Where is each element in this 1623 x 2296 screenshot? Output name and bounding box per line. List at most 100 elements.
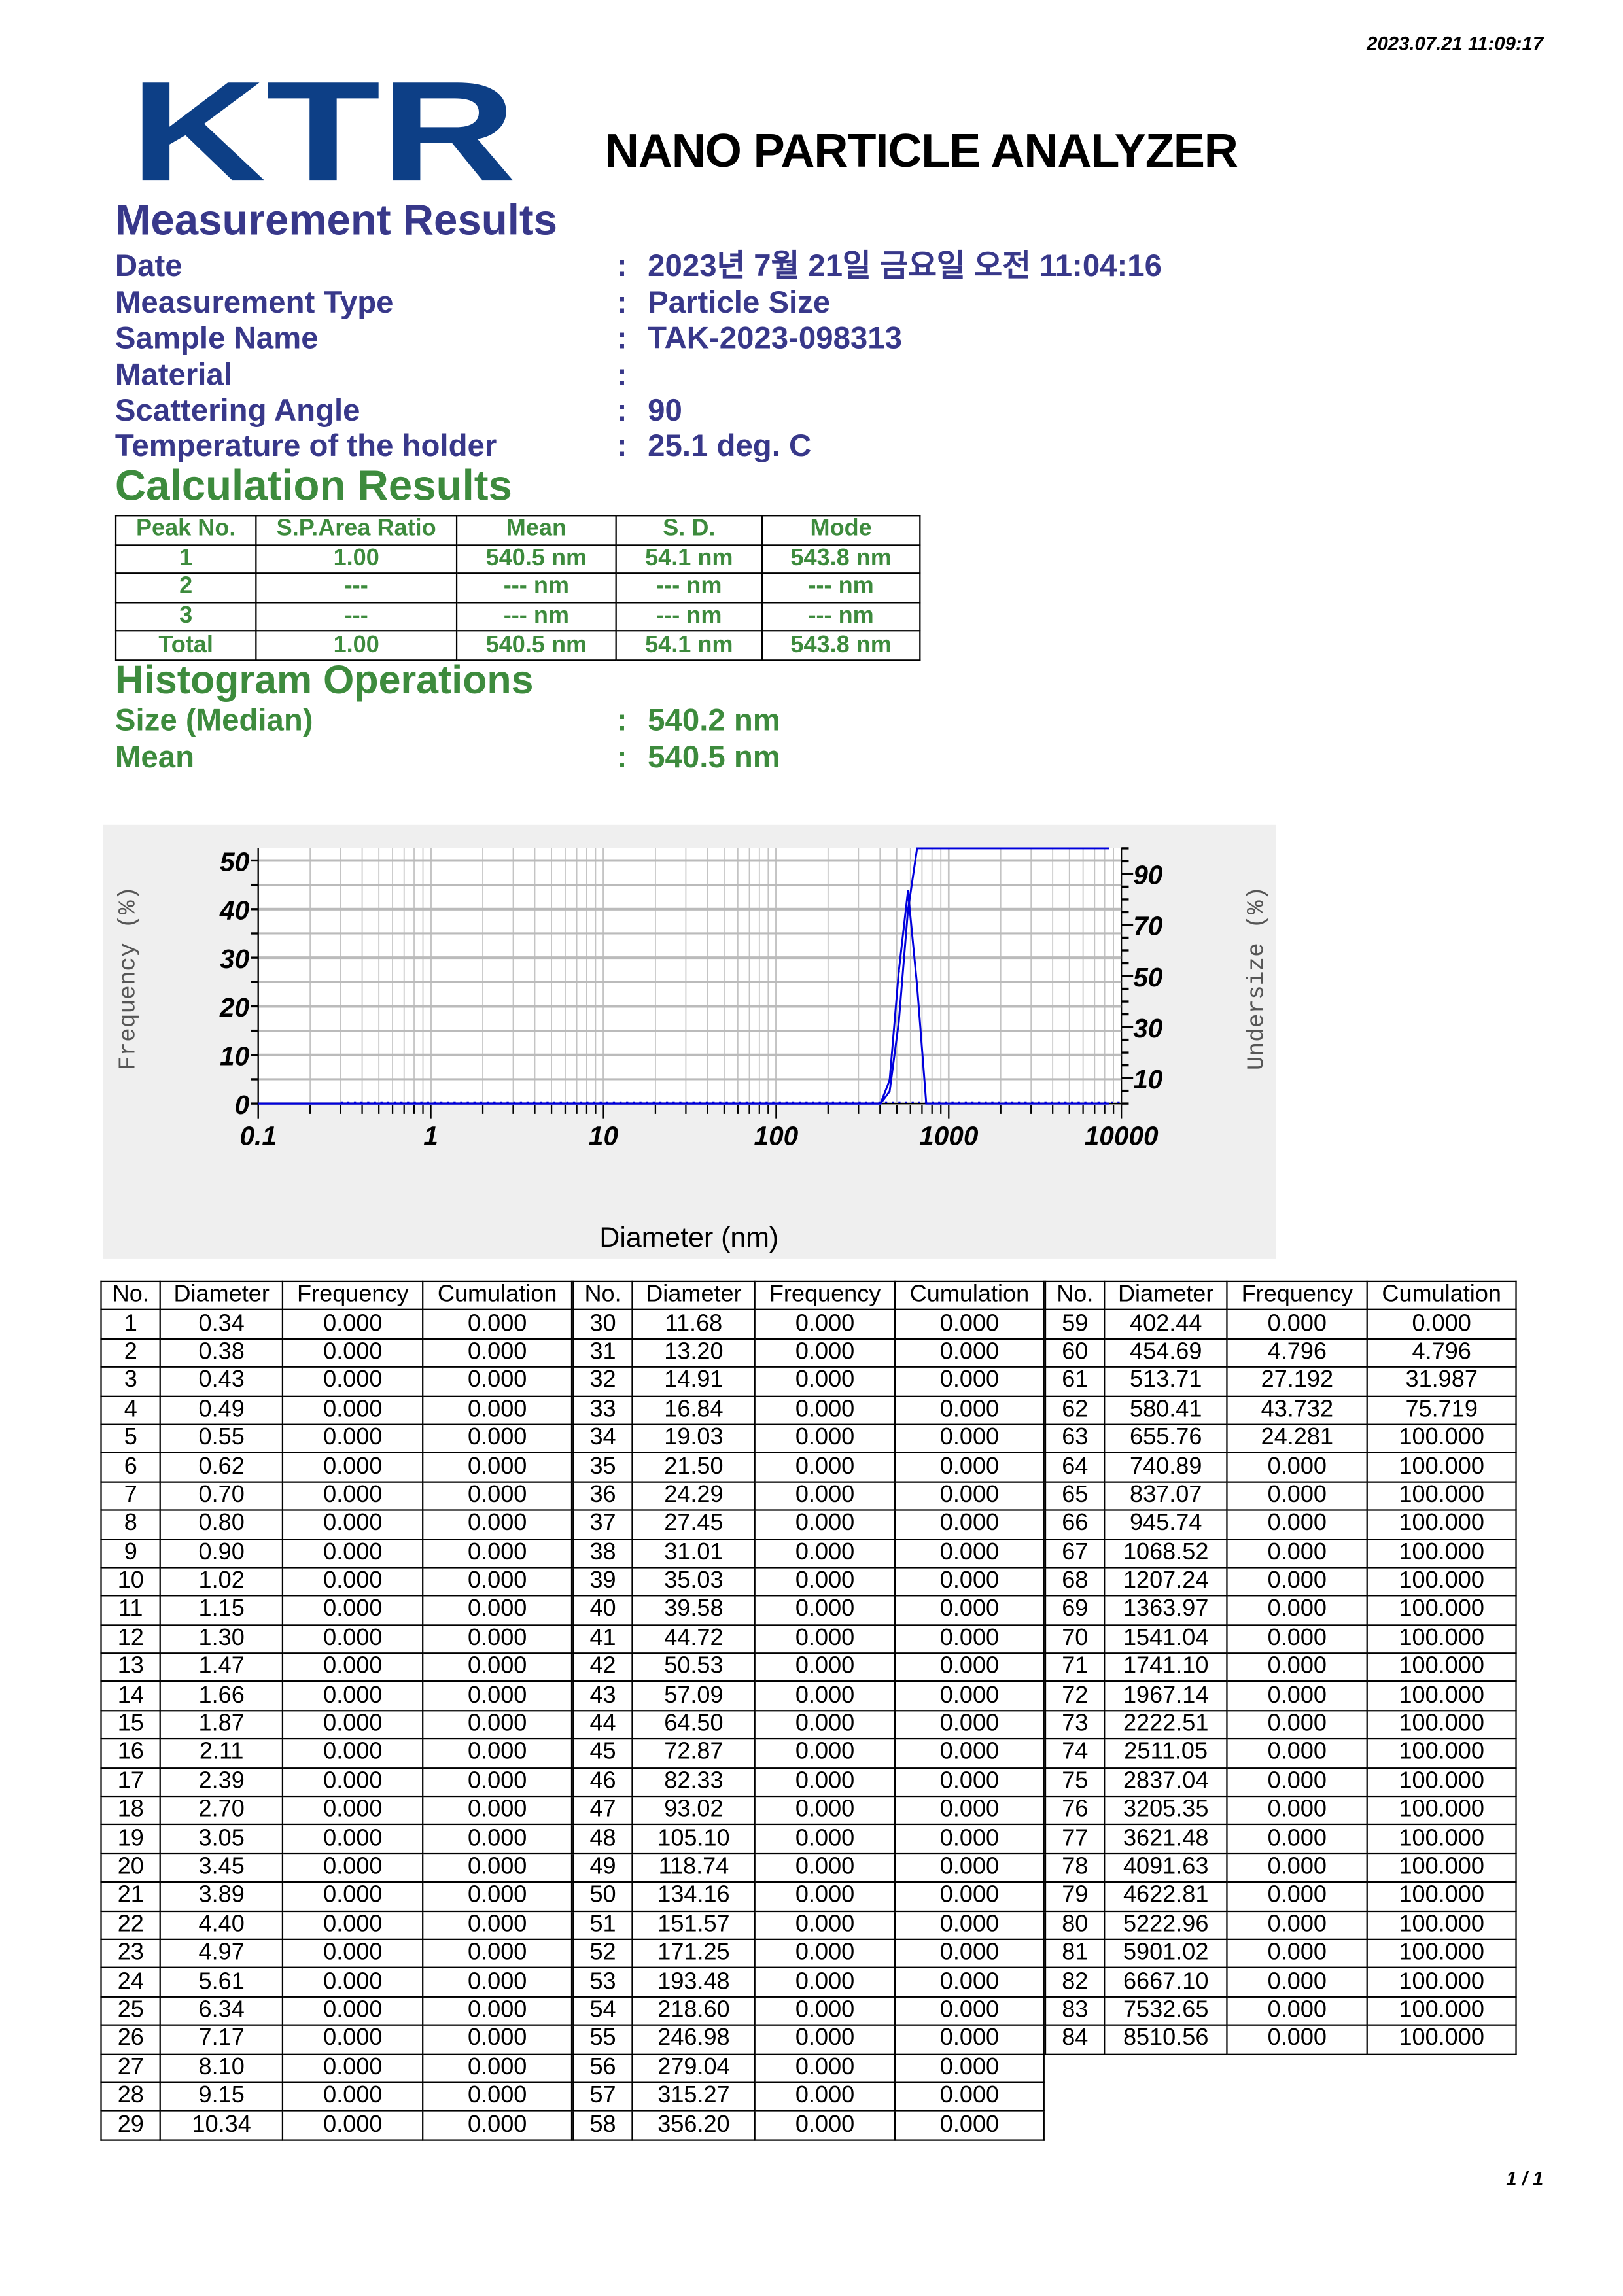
data-cell: 0.000 [754, 1852, 896, 1883]
data-cell: 44 [572, 1709, 633, 1740]
y-left-tick-label: 50 [220, 846, 250, 877]
data-row: 49 118.74 0.000 0.000 [572, 1852, 1045, 1883]
data-cell: 79 [1044, 1881, 1106, 1912]
data-cell: 48 [572, 1824, 633, 1854]
x-tick-label: 100 [754, 1121, 799, 1151]
data-cell: 0.000 [754, 1452, 896, 1483]
data-cell: 0.000 [754, 1624, 896, 1654]
calc-cell: 54.1 nm [615, 630, 763, 661]
data-header-cell: Diameter [1104, 1280, 1228, 1311]
data-row: 55 246.98 0.000 0.000 [572, 2024, 1045, 2055]
data-cell: 45 [572, 1738, 633, 1769]
data-row: 18 2.70 0.000 0.000 [100, 1795, 573, 1826]
data-cell: 0.000 [894, 1423, 1045, 1454]
calc-header-cell: Mean [455, 515, 617, 546]
data-cell: 72.87 [631, 1738, 756, 1769]
data-cell: 4.40 [159, 1909, 284, 1940]
data-row: 73 2222.51 0.000 100.000 [1044, 1709, 1517, 1740]
frequency-point [916, 984, 918, 987]
data-row: 31 13.20 0.000 0.000 [572, 1338, 1045, 1368]
data-row: 8 0.80 0.000 0.000 [100, 1509, 573, 1540]
data-cell: 1068.52 [1104, 1538, 1228, 1569]
data-cell: 0.000 [422, 1852, 573, 1883]
data-cell: 11.68 [631, 1309, 756, 1340]
y-right-tick-label: 70 [1133, 911, 1163, 941]
data-header-cell: No. [100, 1280, 162, 1311]
data-cell: 0.000 [894, 1595, 1045, 1626]
data-cell: 43.732 [1226, 1395, 1369, 1425]
data-row: 10 1.02 0.000 0.000 [100, 1567, 573, 1597]
data-cell: 0.000 [894, 1395, 1045, 1425]
measurement-label: Sample Name [114, 321, 319, 356]
data-cell: 0.000 [754, 1881, 896, 1912]
separator-colon: : [616, 249, 627, 284]
data-cell: 0.000 [894, 1681, 1045, 1712]
ktr-logo: KTR [130, 77, 516, 186]
frequency-point [898, 970, 900, 973]
histogram-row: Size (Median):540.2 nm [115, 704, 1295, 739]
data-cell: 78 [1044, 1852, 1106, 1883]
data-cell: 49 [572, 1852, 633, 1883]
x-tick-label: 10 [589, 1121, 619, 1151]
data-row: 81 5901.02 0.000 100.000 [1044, 1938, 1517, 1969]
data-cell: 51 [572, 1909, 633, 1940]
data-cell: 100.000 [1366, 1709, 1517, 1740]
data-row: 5 0.55 0.000 0.000 [100, 1423, 573, 1454]
data-cell: 151.57 [631, 1909, 756, 1940]
calc-cell: 540.5 nm [455, 630, 617, 661]
data-row: 7 0.70 0.000 0.000 [100, 1480, 573, 1511]
data-row: 3 0.43 0.000 0.000 [100, 1366, 573, 1397]
data-cell: 580.41 [1104, 1395, 1228, 1425]
histogram-label: Size (Median) [114, 703, 313, 738]
data-cell: 0.000 [754, 1738, 896, 1769]
data-row: 56 279.04 0.000 0.000 [572, 2053, 1045, 2083]
data-cell: 0.000 [282, 1452, 424, 1483]
data-row: 62 580.41 43.732 75.719 [1044, 1395, 1517, 1425]
data-cell: 55 [572, 2024, 633, 2055]
data-cell: 57 [572, 2081, 633, 2112]
measurement-heading: Measurement Results [114, 198, 558, 245]
data-cell: 0.43 [159, 1366, 284, 1397]
data-cell: 0.000 [1366, 1309, 1517, 1340]
data-cell: 0.000 [754, 1509, 896, 1540]
data-cell: 0.000 [422, 1480, 573, 1511]
data-cell: 0.000 [894, 1738, 1045, 1769]
data-row: 43 57.09 0.000 0.000 [572, 1681, 1045, 1712]
data-cell: 0.000 [894, 1652, 1045, 1683]
data-cell: 0.000 [282, 1423, 424, 1454]
page-number: 1 / 1 [1506, 2167, 1544, 2190]
data-cell: 44.72 [631, 1624, 756, 1654]
data-row: 80 5222.96 0.000 100.000 [1044, 1909, 1517, 1940]
x-tick-label: 1 [423, 1121, 438, 1151]
calc-cell: 2 [114, 572, 257, 603]
data-cell: 5 [100, 1423, 162, 1454]
data-cell: 0.000 [1226, 1738, 1369, 1769]
data-cell: 64 [1044, 1452, 1106, 1483]
data-cell: 7.17 [159, 2024, 284, 2055]
data-cell: 0.000 [1226, 1480, 1369, 1511]
data-cell: 0.000 [282, 1509, 424, 1540]
data-cell: 7 [100, 1480, 162, 1511]
data-cell: 0.000 [754, 1824, 896, 1854]
data-header-cell: No. [572, 1280, 633, 1311]
data-cell: 0.000 [422, 2081, 573, 2112]
measurement-row: Scattering Angle:90 [115, 394, 1295, 429]
data-cell: 0.000 [282, 1938, 424, 1969]
data-cell: 0.000 [894, 1967, 1045, 1998]
data-cell: 0.000 [894, 1996, 1045, 2026]
data-cell: 0.000 [754, 1309, 896, 1340]
data-cell: 66 [1044, 1509, 1106, 1540]
data-cell: 41 [572, 1624, 633, 1654]
y-left-tick-label: 10 [220, 1041, 250, 1071]
data-cell: 0.000 [282, 1909, 424, 1940]
measurement-row: Material: [115, 358, 1295, 394]
data-cell: 100.000 [1366, 1738, 1517, 1769]
data-cell: 18 [100, 1795, 162, 1826]
data-cell: 0.000 [754, 1709, 896, 1740]
data-cell: 75 [1044, 1767, 1106, 1798]
data-cell: 0.000 [894, 1938, 1045, 1969]
data-cell: 36 [572, 1480, 633, 1511]
data-cell: 0.000 [282, 1795, 424, 1826]
data-row: 38 31.01 0.000 0.000 [572, 1538, 1045, 1569]
